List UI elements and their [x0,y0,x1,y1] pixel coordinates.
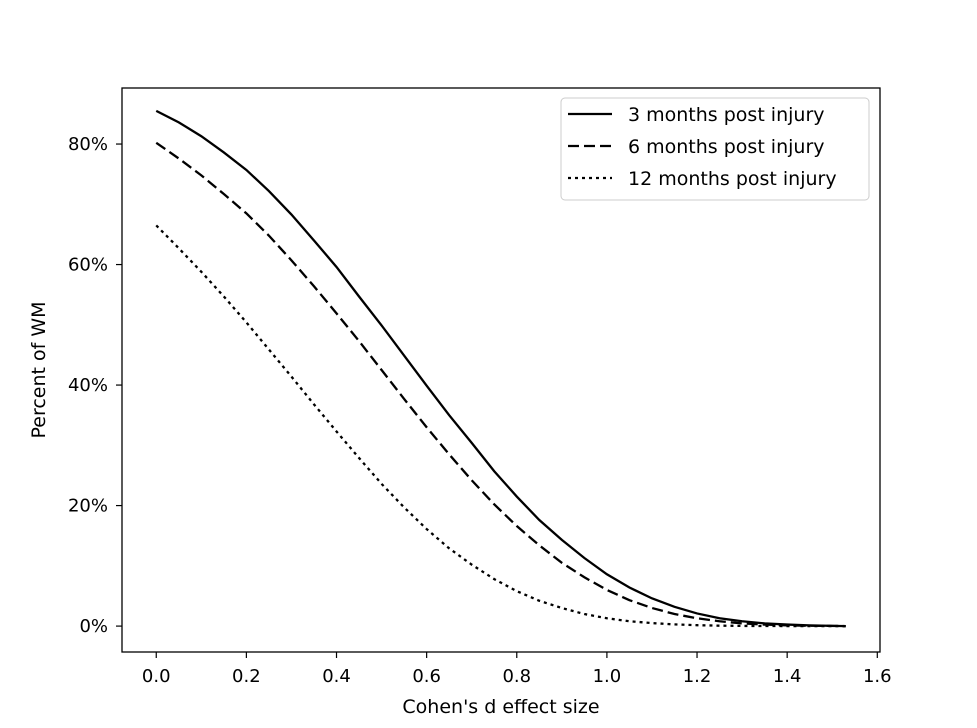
legend: 3 months post injury 6 months post injury… [560,97,870,201]
x-tick-label: 0.8 [502,666,531,687]
series-line-1 [155,109,846,628]
x-tick-label: 1.0 [593,666,622,687]
x-tick-label: 0.0 [142,666,171,687]
y-tick-label: 20% [68,496,108,517]
x-axis-label: Cohen's d effect size [402,696,599,718]
legend-label-2: 6 months post injury [628,136,825,158]
y-tick-label: 0% [79,616,108,637]
x-tick-label: 1.6 [863,666,892,687]
x-tick-label: 0.6 [412,666,441,687]
legend-label-1: 3 months post injury [628,104,825,126]
x-tick-label: 0.4 [322,666,351,687]
x-tick-label: 1.4 [773,666,802,687]
axes-layer: 0.0 0.2 0.4 0.6 0.8 1.0 1.2 1.4 1.6 0% 20% 40% 60% 80… [68,134,892,687]
series-line-2 [155,141,846,628]
y-axis-label: Percent of WM [28,301,50,438]
x-tick-label: 1.2 [683,666,712,687]
x-tick-label: 0.2 [232,666,261,687]
y-tick-label: 60% [68,255,108,276]
series-line-3 [155,224,846,628]
plot-frame [121,87,881,653]
y-tick-label: 80% [68,134,108,155]
y-tick-label: 40% [68,375,108,396]
legend-box [560,97,870,201]
legend-label-3: 12 months post injury [628,168,837,190]
series-layer [155,109,846,628]
